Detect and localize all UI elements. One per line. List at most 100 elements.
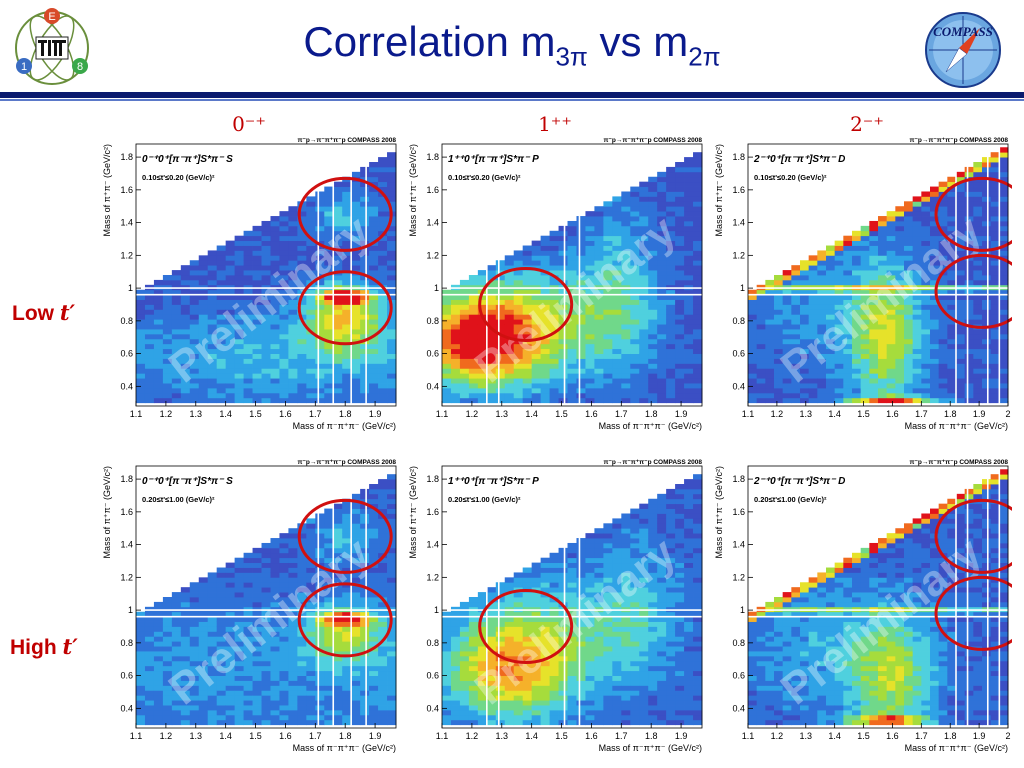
heatmap-cell — [207, 621, 218, 627]
heatmap-cell — [782, 348, 792, 354]
heatmap-cell — [630, 343, 640, 350]
heatmap-cell — [442, 368, 452, 374]
heatmap-cell — [558, 392, 568, 399]
heatmap-cell — [369, 260, 379, 266]
heatmap-cell — [288, 314, 298, 320]
heatmap-cell — [369, 392, 379, 399]
heatmap-cell — [657, 314, 667, 320]
heatmap-cell — [513, 616, 524, 622]
heatmap-cell — [153, 690, 164, 696]
heatmap-cell — [162, 294, 173, 300]
heatmap-cell — [808, 265, 818, 271]
heatmap-cell — [234, 577, 244, 583]
heatmap-cell — [315, 358, 325, 364]
heatmap-cell — [504, 378, 515, 384]
heatmap-cell — [852, 270, 862, 276]
heatmap-cell — [324, 383, 334, 389]
heatmap-cell — [522, 378, 533, 384]
heatmap-cell — [225, 665, 236, 672]
heatmap-cell — [540, 714, 550, 721]
heatmap-cell — [261, 225, 271, 232]
heatmap-cell — [153, 636, 164, 642]
heatmap-cell — [921, 275, 931, 281]
heatmap-cell — [252, 675, 262, 681]
heatmap-cell — [603, 211, 613, 217]
heatmap-cell — [153, 680, 164, 686]
heatmap-cell — [153, 289, 164, 296]
heatmap-cell — [378, 368, 388, 374]
heatmap-cell — [450, 685, 461, 691]
heatmap-cell — [756, 319, 766, 325]
heatmap-cell — [153, 719, 164, 726]
heatmap-cell — [369, 493, 379, 500]
heatmap-cell — [612, 309, 622, 315]
heatmap-cell — [956, 171, 966, 178]
heatmap-cell — [495, 363, 506, 369]
heatmap-cell — [180, 368, 191, 374]
heatmap-cell — [306, 705, 316, 711]
heatmap-cell — [351, 240, 361, 246]
heatmap-cell — [297, 378, 307, 384]
heatmap-cell — [297, 582, 307, 588]
heatmap-cell — [648, 201, 658, 207]
heatmap-cell — [675, 279, 685, 286]
heatmap-cell — [243, 309, 253, 315]
heatmap-cell — [198, 309, 209, 315]
heatmap-cell — [800, 299, 810, 305]
y-tick-label: 1.2 — [732, 250, 745, 260]
heatmap-cell — [486, 289, 497, 296]
wave-label: 2⁻⁺0⁺[π⁻π⁺]S*π⁻ D — [753, 154, 845, 165]
heatmap-cell — [956, 373, 966, 379]
heatmap-cell — [791, 304, 801, 310]
plot-frame — [135, 465, 397, 729]
heatmap-cell — [504, 309, 515, 315]
heatmap-cell — [243, 250, 253, 256]
heatmap-cell — [612, 392, 622, 399]
heatmap-cell — [826, 255, 836, 261]
heatmap-cell — [567, 255, 577, 261]
heatmap-cell — [450, 641, 461, 647]
heatmap-cell — [990, 338, 1000, 345]
x-axis-label: Mass of π⁻π⁺π⁻ (GeV/c²) — [905, 421, 1008, 431]
heatmap-cell — [869, 260, 879, 266]
heatmap-cell — [252, 719, 262, 726]
heatmap-cell — [207, 333, 218, 340]
heatmap-cell — [378, 206, 388, 212]
heatmap-cell — [342, 601, 352, 608]
heatmap-cell — [621, 358, 631, 364]
heatmap-cell — [270, 324, 280, 330]
heatmap-cell — [459, 611, 470, 618]
heatmap-cell — [982, 230, 992, 237]
heatmap-cell — [315, 538, 325, 544]
heatmap-cell — [288, 387, 298, 394]
heatmap-cell — [834, 363, 844, 369]
heatmap-cell — [964, 235, 974, 242]
heatmap-cell — [261, 670, 271, 676]
heatmap-cell — [144, 324, 155, 330]
heatmap-cell — [162, 314, 173, 320]
heatmap-cell — [576, 260, 586, 266]
heatmap-cell — [612, 387, 622, 394]
heatmap-cell — [648, 240, 658, 246]
heatmap-cell — [261, 260, 271, 266]
heatmap-cell — [612, 196, 622, 202]
heatmap-cell — [207, 675, 218, 681]
heatmap-cell — [171, 329, 182, 335]
heatmap-cell — [360, 289, 370, 296]
heatmap-cell — [136, 685, 146, 691]
heatmap-cell — [198, 611, 209, 618]
heatmap-cell — [360, 488, 370, 495]
heatmap-cell — [639, 225, 649, 232]
heatmap-cell — [869, 338, 879, 345]
y-tick-label: 1.4 — [120, 540, 133, 550]
heatmap-cell — [947, 378, 957, 384]
heatmap-cell — [817, 378, 827, 384]
heatmap-cell — [886, 211, 896, 217]
heatmap-cell — [504, 387, 515, 394]
heatmap-cell — [675, 240, 685, 246]
heatmap-cell — [450, 348, 461, 354]
heatmap-cell — [693, 181, 703, 187]
heatmap-cell — [252, 245, 262, 251]
heatmap-cell — [817, 260, 827, 266]
heatmap-cell — [306, 719, 316, 726]
